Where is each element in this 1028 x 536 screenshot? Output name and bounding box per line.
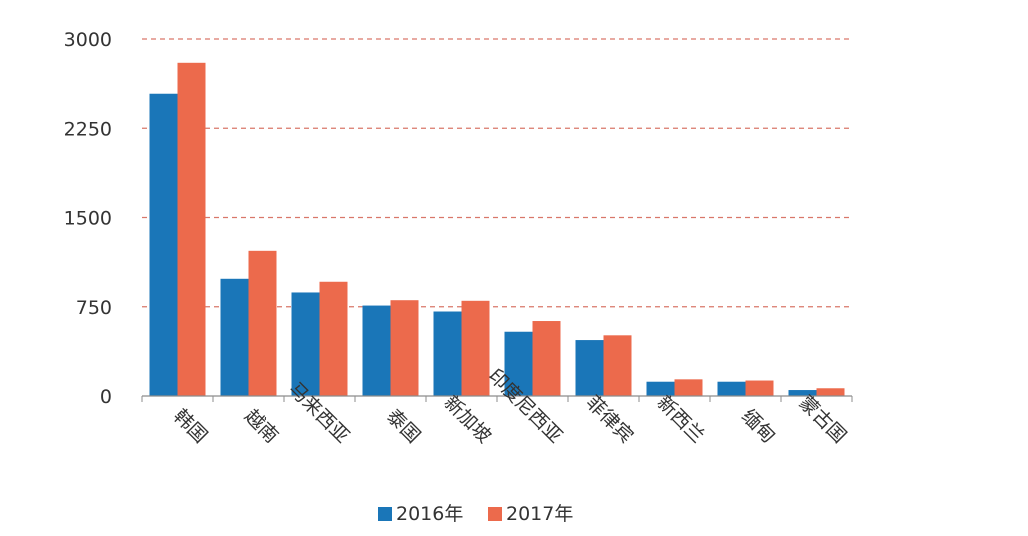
bar-2016 bbox=[575, 340, 604, 396]
bar-2017 bbox=[390, 300, 419, 396]
bar-2017 bbox=[603, 335, 632, 396]
bar-2016 bbox=[220, 278, 249, 396]
bar-2017 bbox=[248, 250, 277, 396]
bar-2017 bbox=[532, 321, 561, 396]
legend-swatch-2016 bbox=[378, 507, 392, 521]
bar-2016 bbox=[717, 381, 746, 396]
y-tick-label: 3000 bbox=[64, 29, 112, 51]
bar-2017 bbox=[319, 281, 348, 396]
x-category-label: 菲律宾 bbox=[582, 392, 638, 448]
x-category-label: 韩国 bbox=[169, 405, 211, 447]
bar-2017 bbox=[461, 300, 490, 396]
y-tick-label: 750 bbox=[76, 297, 112, 319]
legend-label-2016: 2016年 bbox=[396, 503, 463, 525]
bar-2017 bbox=[745, 380, 774, 396]
bar-2016 bbox=[788, 390, 817, 396]
legend: 2016年 2017年 bbox=[378, 503, 573, 525]
x-category-label: 泰国 bbox=[382, 405, 424, 447]
x-category-label: 缅甸 bbox=[737, 405, 779, 447]
x-category-label: 新西兰 bbox=[653, 392, 709, 448]
x-category-label: 新加坡 bbox=[440, 392, 496, 448]
bar-2016 bbox=[646, 381, 675, 396]
y-tick-label: 0 bbox=[100, 386, 112, 408]
bar-2016 bbox=[149, 93, 178, 397]
x-category-label: 蒙古国 bbox=[795, 392, 851, 448]
bar-2016 bbox=[504, 331, 533, 396]
legend-label-2017: 2017年 bbox=[506, 503, 573, 525]
bar-2016 bbox=[362, 305, 391, 396]
bar-2016 bbox=[291, 292, 320, 396]
y-tick-label: 1500 bbox=[64, 208, 112, 230]
bar-2016 bbox=[433, 311, 462, 396]
x-category-label: 越南 bbox=[240, 405, 282, 447]
legend-swatch-2017 bbox=[488, 507, 502, 521]
y-tick-label: 2250 bbox=[64, 118, 112, 140]
bar-2017 bbox=[816, 388, 845, 396]
bar-2017 bbox=[674, 379, 703, 396]
bars bbox=[149, 62, 845, 397]
bar-2017 bbox=[177, 62, 206, 397]
